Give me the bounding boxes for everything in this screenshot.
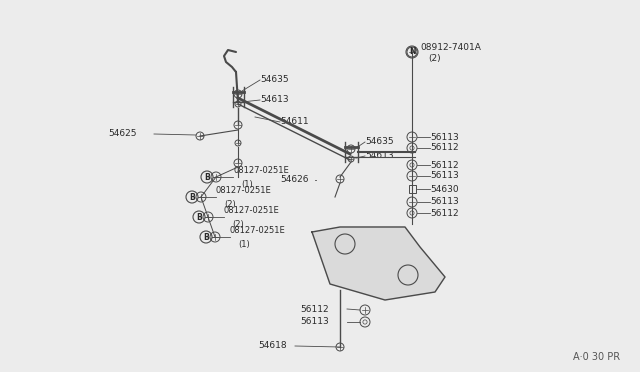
Text: 56113: 56113 (430, 198, 459, 206)
Text: 56112: 56112 (300, 305, 328, 314)
Text: B: B (203, 232, 209, 241)
Text: (2): (2) (232, 221, 244, 230)
Text: B: B (189, 192, 195, 202)
Text: 54613: 54613 (365, 151, 394, 160)
Text: 56112: 56112 (430, 160, 459, 170)
Text: 56113: 56113 (300, 317, 329, 327)
Text: 54635: 54635 (365, 138, 394, 147)
Text: B: B (196, 212, 202, 221)
Text: 08127-0251E: 08127-0251E (216, 186, 272, 195)
Text: 54618: 54618 (258, 341, 287, 350)
Text: 56112: 56112 (430, 208, 459, 218)
Text: 08912-7401A: 08912-7401A (420, 42, 481, 51)
Bar (409, 185, 416, 193)
Text: 56112: 56112 (430, 144, 459, 153)
Text: N: N (409, 48, 415, 57)
Text: 54613: 54613 (260, 96, 289, 105)
Text: 54630: 54630 (430, 185, 459, 193)
Text: (1): (1) (238, 241, 250, 250)
Text: 56113: 56113 (430, 171, 459, 180)
Text: 08127-0251E: 08127-0251E (233, 166, 289, 175)
Text: A·0 30 PR: A·0 30 PR (573, 352, 620, 362)
Text: (1): (1) (241, 180, 253, 189)
Text: 54625: 54625 (108, 129, 136, 138)
Polygon shape (312, 227, 445, 300)
Text: 08127-0251E: 08127-0251E (224, 206, 280, 215)
Text: 54635: 54635 (260, 76, 289, 84)
Text: 54611: 54611 (280, 118, 308, 126)
Text: 54626: 54626 (280, 176, 308, 185)
Text: 08127-0251E: 08127-0251E (230, 226, 285, 235)
Text: B: B (204, 173, 210, 182)
Text: (2): (2) (224, 201, 236, 209)
Text: (2): (2) (428, 55, 440, 64)
Text: 56113: 56113 (430, 132, 459, 141)
